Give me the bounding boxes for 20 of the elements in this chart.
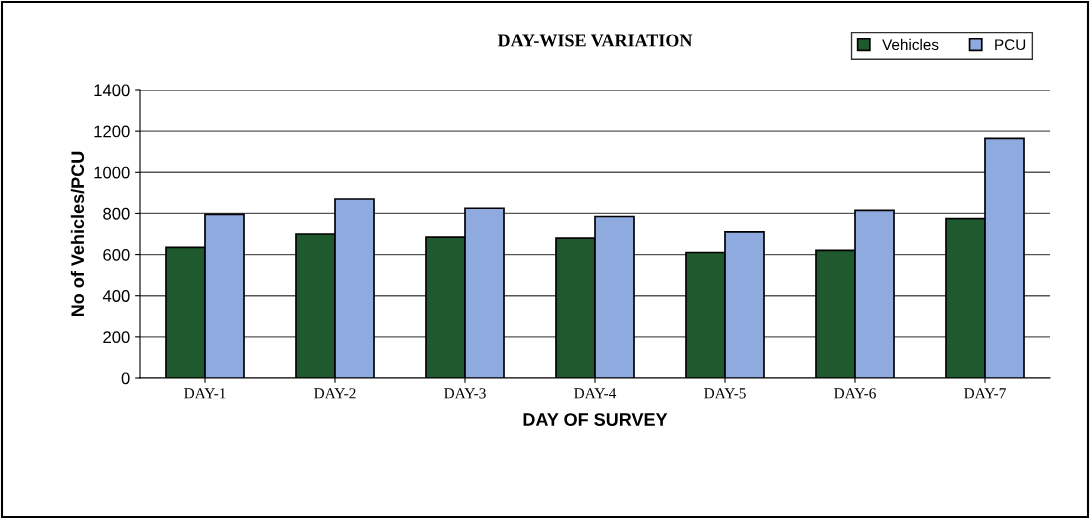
y-tick-label: 200 (103, 331, 130, 344)
x-tick-label: DAY-7 (964, 388, 1006, 399)
y-tick-label: 1000 (94, 166, 130, 179)
x-axis-title: DAY OF SURVEY (523, 413, 668, 426)
legend-label: PCU (995, 39, 1026, 51)
y-tick-label: 800 (103, 207, 130, 220)
y-tick-label: 0 (121, 372, 130, 385)
y-tick-label: 1200 (94, 125, 130, 138)
x-tick-label: DAY-6 (834, 388, 876, 399)
x-tick-label: DAY-5 (704, 388, 746, 399)
y-axis-title: No of Vehicles/PCU (70, 151, 85, 317)
x-tick-label: DAY-1 (184, 388, 226, 399)
y-tick-label: 1400 (94, 84, 130, 97)
y-tick-label: 600 (103, 248, 130, 261)
x-tick-label: DAY-3 (444, 388, 486, 399)
y-tick-label: 400 (102, 290, 130, 302)
x-tick-label: DAY-4 (574, 388, 617, 399)
x-tick-label: DAY-2 (314, 388, 356, 399)
legend-label: Vehicles (882, 38, 939, 51)
chart-title: DAY-WISE VARIATION (497, 34, 693, 47)
